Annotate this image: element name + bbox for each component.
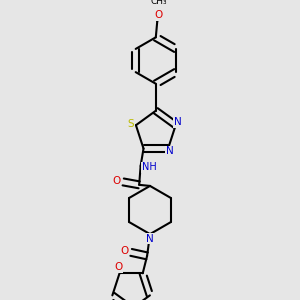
Text: NH: NH: [142, 162, 157, 172]
Text: O: O: [121, 246, 129, 256]
Text: S: S: [128, 119, 134, 129]
Text: N: N: [166, 146, 174, 157]
Text: N: N: [173, 117, 181, 127]
Text: O: O: [113, 176, 121, 186]
Text: CH₃: CH₃: [150, 0, 167, 5]
Text: O: O: [154, 10, 163, 20]
Text: N: N: [146, 234, 154, 244]
Text: O: O: [114, 262, 122, 272]
